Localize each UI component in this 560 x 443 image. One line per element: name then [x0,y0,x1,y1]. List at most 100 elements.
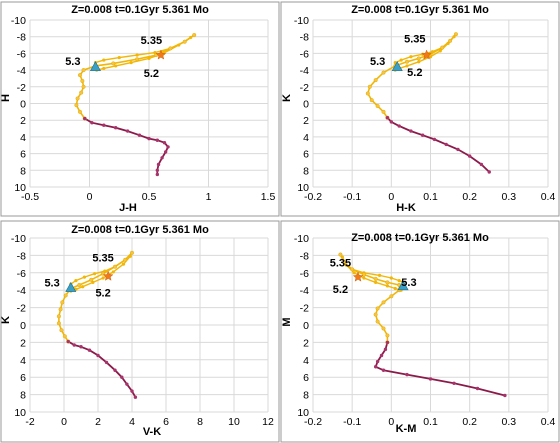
x-tick-label: 0.4 [541,416,556,428]
tail-point [79,345,83,349]
panel-border [280,1,560,217]
tail-point [102,123,106,127]
mass-annotation: 5.3 [44,278,59,290]
x-axis-label: H-K [396,202,416,214]
x-tick-label: -0.2 [304,416,322,428]
y-tick-label: -2 [17,303,26,315]
tail-point [162,141,167,145]
tail-point [373,365,378,369]
chart-title: Z=0.008 t=0.1Gyr 5.361 Mo [71,224,209,236]
x-tick-label: 0.1 [423,416,438,428]
track-point [58,307,63,312]
track-point [375,306,380,311]
track-point [62,334,67,339]
track-point [59,328,64,333]
x-tick-label: -2 [25,416,34,428]
track-point [81,68,86,73]
mass-annotation: 5.2 [144,68,159,80]
chart-title: Z=0.008 t=0.1Gyr 5.361 Mo [351,232,489,244]
tail-point [452,381,456,385]
x-tick-label: 0.3 [502,416,517,428]
track-point [168,46,173,51]
y-tick-label: -8 [300,250,309,262]
track-point [367,84,372,89]
y-tick-label: -2 [300,82,309,94]
band-point-lower [129,60,133,65]
star-marker [421,49,432,60]
chart-title: Z=0.008 t=0.1Gyr 5.361 Mo [71,4,209,16]
y-tick-label: 4 [20,132,26,144]
tail-point [385,340,390,345]
y-axis-label: M [281,317,293,326]
y-tick-label: 10 [297,407,309,419]
track-point [369,98,374,103]
x-axis-label: J-H [119,202,137,214]
band-point-upper [409,55,413,59]
tail-point [385,115,390,120]
band-point-lower [81,285,85,289]
y-tick-label: -8 [17,250,26,262]
track-point [89,277,94,282]
tail-point [479,162,484,167]
tail-point [90,121,94,125]
x-tick-label: 0 [388,191,394,203]
mass-annotation: 5.3 [401,277,416,289]
band-point-lower [374,280,378,284]
y-tick-label: 6 [303,149,309,161]
tail-point [381,368,386,372]
track-point [373,312,378,317]
y-axis-label: H [0,94,12,102]
y-tick-label: -4 [17,285,26,297]
tail-point [72,343,76,347]
chart-title: Z=0.008 t=0.1Gyr 5.361 Mo [351,4,489,16]
panel-border [280,220,560,443]
tail-point [113,126,118,130]
tail-point [130,389,134,393]
x-axis-label: V-K [143,426,161,438]
tail-point [156,162,161,167]
y-tick-label: 4 [20,355,26,367]
tail-point [444,142,448,147]
y-axis-label: K [281,94,293,102]
track-point [416,56,421,61]
tail-point [166,145,170,149]
y-tick-label: -6 [17,268,26,280]
x-tick-label: 0 [388,416,394,428]
x-tick-label: 0.4 [541,191,556,203]
x-tick-label: 0.2 [462,416,477,428]
star-marker [155,49,167,60]
tail-point [125,382,129,386]
tail-point [420,133,425,137]
tail-point [475,386,480,391]
track-point [192,33,197,38]
triangle-marker [391,61,403,72]
track-point [448,38,453,43]
track-point [405,59,410,64]
band-point-lower [101,276,105,280]
y-tick-label: -8 [300,32,309,44]
series-track-main [75,34,195,119]
track-point [80,78,85,83]
band-point-lower [438,49,442,53]
tail-point [379,353,384,358]
y-tick-label: -6 [300,268,309,280]
y-tick-label: 10 [14,407,26,419]
band-point-lower [405,64,409,68]
tail-point [467,154,472,158]
x-tick-label: 4 [129,416,135,428]
mass-annotation: 5.2 [333,284,348,296]
track-point [182,39,187,44]
band-point-lower [114,64,118,68]
track-point [79,90,84,95]
y-tick-label: 0 [303,99,309,111]
tail-point [133,395,138,399]
panel-border [0,220,280,443]
mass-annotation: 5.35 [92,252,113,264]
tail-point [389,120,394,124]
tail-point [104,360,109,365]
track-point [381,300,386,305]
track-point [381,70,386,75]
tail-point [83,116,87,121]
tail-point [383,347,388,352]
y-tick-label: 4 [303,132,309,144]
